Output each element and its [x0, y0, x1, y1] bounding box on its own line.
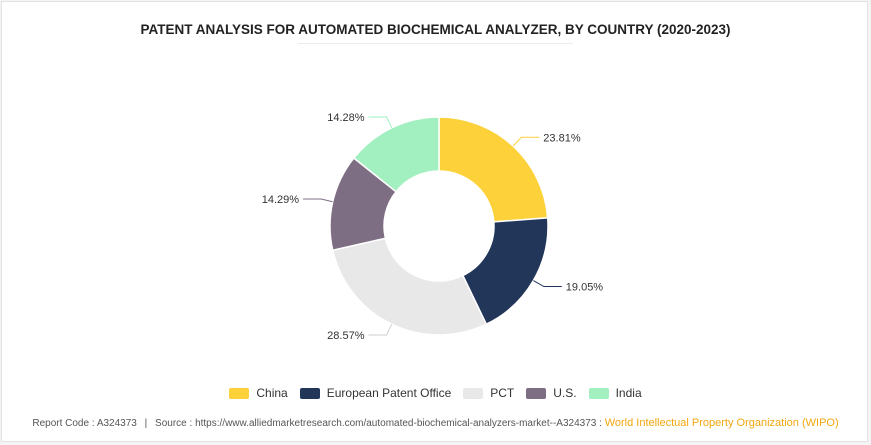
legend-item-pct[interactable]: PCT	[463, 386, 514, 400]
leader-line-pct	[368, 323, 393, 336]
slice-india[interactable]	[352, 116, 440, 193]
footer-separator: |	[144, 418, 148, 429]
data-label-u-s: 14.29%	[262, 194, 300, 206]
legend-item-china[interactable]: China	[229, 386, 288, 400]
legend-label-china: China	[256, 386, 288, 400]
legend-swatch-european-patent-office	[299, 387, 320, 399]
footer: Report Code : A324373 | Source : https:/…	[0, 417, 871, 429]
report-code: Report Code : A324373	[32, 418, 137, 429]
source-text: Source : https://www.alliedmarketresearc…	[155, 418, 602, 429]
slice-pct[interactable]	[331, 237, 488, 336]
legend-item-india[interactable]: India	[588, 386, 642, 400]
leader-line-u-s	[303, 198, 333, 203]
legend-label-u-s: U.S.	[553, 386, 577, 400]
data-label-india: 14.28%	[327, 112, 365, 124]
leader-line-china	[512, 136, 540, 147]
legend-item-u-s[interactable]: U.S.	[526, 386, 577, 400]
slice-china[interactable]	[438, 116, 549, 223]
legend-item-european-patent-office[interactable]: European Patent Office	[299, 386, 452, 400]
legend-swatch-china	[229, 387, 250, 399]
legend-label-european-patent-office: European Patent Office	[326, 386, 452, 400]
source-organization[interactable]: World Intellectual Property Organization…	[604, 417, 839, 429]
legend-label-india: India	[615, 386, 642, 400]
leader-line-india	[368, 116, 393, 129]
legend-swatch-india	[588, 387, 609, 399]
chart-title: PATENT ANALYSIS FOR AUTOMATED BIOCHEMICA…	[140, 22, 731, 37]
chart-legend: China European Patent Office PCT U.S. India	[0, 386, 871, 400]
leader-line-european-patent-office	[533, 280, 562, 288]
data-label-china: 23.81%	[543, 132, 581, 144]
legend-swatch-u-s	[526, 387, 547, 399]
legend-swatch-pct	[463, 387, 484, 399]
data-label-european-patent-office: 19.05%	[566, 282, 604, 294]
title-underline	[298, 43, 573, 44]
data-label-pct: 28.57%	[327, 330, 365, 342]
legend-label-pct: PCT	[490, 386, 515, 400]
